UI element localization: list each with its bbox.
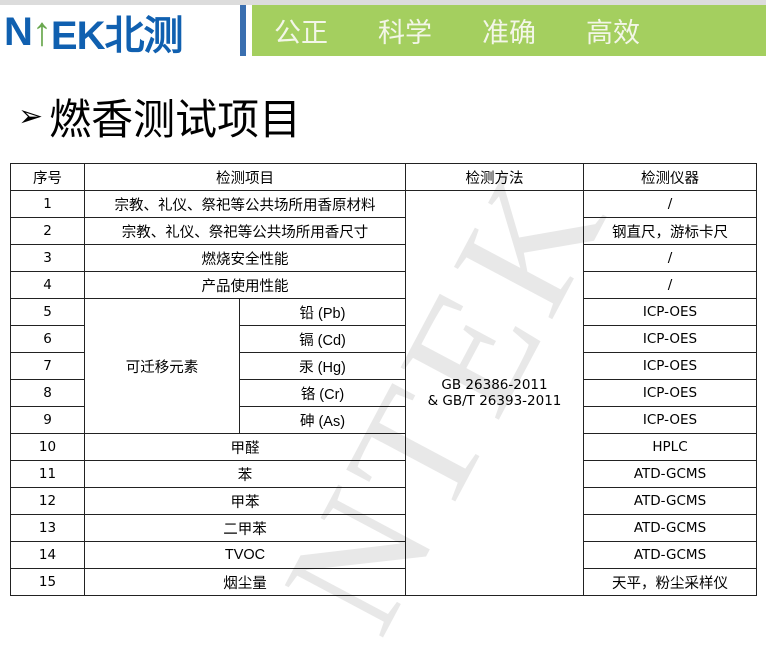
slogan: 高效: [586, 18, 640, 49]
instrument: /: [583, 190, 757, 218]
arrow-bullet-icon: ➢: [18, 99, 44, 134]
test-item: 砷 (As): [239, 406, 406, 434]
group-label: 可迁移元素: [84, 298, 240, 434]
instrument: HPLC: [583, 433, 757, 461]
table-row: 10 甲醛 HPLC: [10, 433, 757, 461]
header-cell: 检测方法: [405, 163, 584, 191]
row-number: 3: [10, 244, 85, 272]
table-row: 3 燃烧安全性能 /: [10, 244, 757, 272]
table-row: 2 宗教、礼仪、祭祀等公共场所用香尺寸 钢直尺，游标卡尺: [10, 217, 757, 245]
table-row: 14 TVOC ATD-GCMS: [10, 541, 757, 569]
row-number: 12: [10, 487, 85, 515]
table-row: 15 烟尘量 天平，粉尘采样仪: [10, 568, 757, 596]
row-number: 13: [10, 514, 85, 542]
instrument: /: [583, 244, 757, 272]
header-cell: 序号: [10, 163, 85, 191]
instrument: ICP-OES: [583, 298, 757, 326]
test-item: 二甲苯: [84, 514, 406, 542]
instrument: ATD-GCMS: [583, 487, 757, 515]
row-number: 1: [10, 190, 85, 218]
test-method: GB 26386-2011 & GB/T 26393-2011: [405, 190, 584, 596]
row-number: 10: [10, 433, 85, 461]
table-row: 11 苯 ATD-GCMS: [10, 460, 757, 488]
table-row: 6 镉 (Cd) ICP-OES: [10, 325, 757, 353]
table-row: 1 宗教、礼仪、祭祀等公共场所用香原材料 GB 26386-2011 & GB/T 2…: [10, 190, 757, 596]
row-number: 5: [10, 298, 85, 326]
row-number: 8: [10, 379, 85, 407]
header-cell: 检测仪器: [583, 163, 757, 191]
header-cell: 检测项目: [84, 163, 406, 191]
row-number: 11: [10, 460, 85, 488]
table-row: 7 汞 (Hg) ICP-OES: [10, 352, 757, 380]
page-title-text: 燃香测试项目: [49, 95, 302, 144]
test-item: 汞 (Hg): [239, 352, 406, 380]
slogan: 公正: [274, 18, 328, 49]
row-number: 6: [10, 325, 85, 353]
row-number: 14: [10, 541, 85, 569]
table-header-row: 序号 检测项目 检测方法 检测仪器: [10, 163, 757, 191]
test-item: 烟尘量: [84, 568, 406, 596]
instrument: ATD-GCMS: [583, 541, 757, 569]
test-item: 铅 (Pb): [239, 298, 406, 326]
instrument: 钢直尺，游标卡尺: [583, 217, 757, 245]
instrument: 天平，粉尘采样仪: [583, 568, 757, 596]
test-item: 宗教、礼仪、祭祀等公共场所用香原材料: [84, 190, 406, 218]
instrument: ATD-GCMS: [583, 460, 757, 488]
row-number: 15: [10, 568, 85, 596]
test-item: 苯: [84, 460, 406, 488]
instrument: ICP-OES: [583, 406, 757, 434]
test-item: 燃烧安全性能: [84, 244, 406, 272]
table-row: 12 甲苯 ATD-GCMS: [10, 487, 757, 515]
table-row: 9 砷 (As) ICP-OES: [10, 406, 757, 434]
test-item: TVOC: [84, 541, 406, 569]
row-number: 7: [10, 352, 85, 380]
divider: [240, 5, 246, 56]
table-row: 8 铬 (Cr) ICP-OES: [10, 379, 757, 407]
instrument: ICP-OES: [583, 325, 757, 353]
test-item: 镉 (Cd): [239, 325, 406, 353]
slogan: 科学: [378, 18, 432, 49]
test-item: 宗教、礼仪、祭祀等公共场所用香尺寸: [84, 217, 406, 245]
instrument: ATD-GCMS: [583, 514, 757, 542]
instrument: /: [583, 271, 757, 299]
table-row: 5 可迁移元素铅 (Pb) ICP-OES: [10, 298, 757, 434]
instrument: ICP-OES: [583, 379, 757, 407]
test-item: 甲苯: [84, 487, 406, 515]
slogan: 准确: [482, 18, 536, 49]
table-row: 4 产品使用性能 /: [10, 271, 757, 299]
page-title: ➢ 燃香测试项目: [18, 86, 301, 147]
top-strip: [0, 0, 766, 5]
method-line: GB 26386-2011: [441, 377, 548, 393]
row-number: 9: [10, 406, 85, 434]
slogan-banner: 公正 科学 准确 高效: [252, 5, 766, 56]
row-number: 2: [10, 217, 85, 245]
instrument: ICP-OES: [583, 352, 757, 380]
test-item: 产品使用性能: [84, 271, 406, 299]
test-item: 甲醛: [84, 433, 406, 461]
ntek-logo: N ↑ EK北测: [4, 9, 183, 59]
table-row: 13 二甲苯 ATD-GCMS: [10, 514, 757, 542]
test-item: 铬 (Cr): [239, 379, 406, 407]
test-items-table: 序号 检测项目 检测方法 检测仪器 1 宗教、礼仪、祭祀等公共场所用香原材料 GB 2638…: [10, 163, 757, 596]
method-line: & GB/T 26393-2011: [427, 393, 562, 409]
row-number: 4: [10, 271, 85, 299]
